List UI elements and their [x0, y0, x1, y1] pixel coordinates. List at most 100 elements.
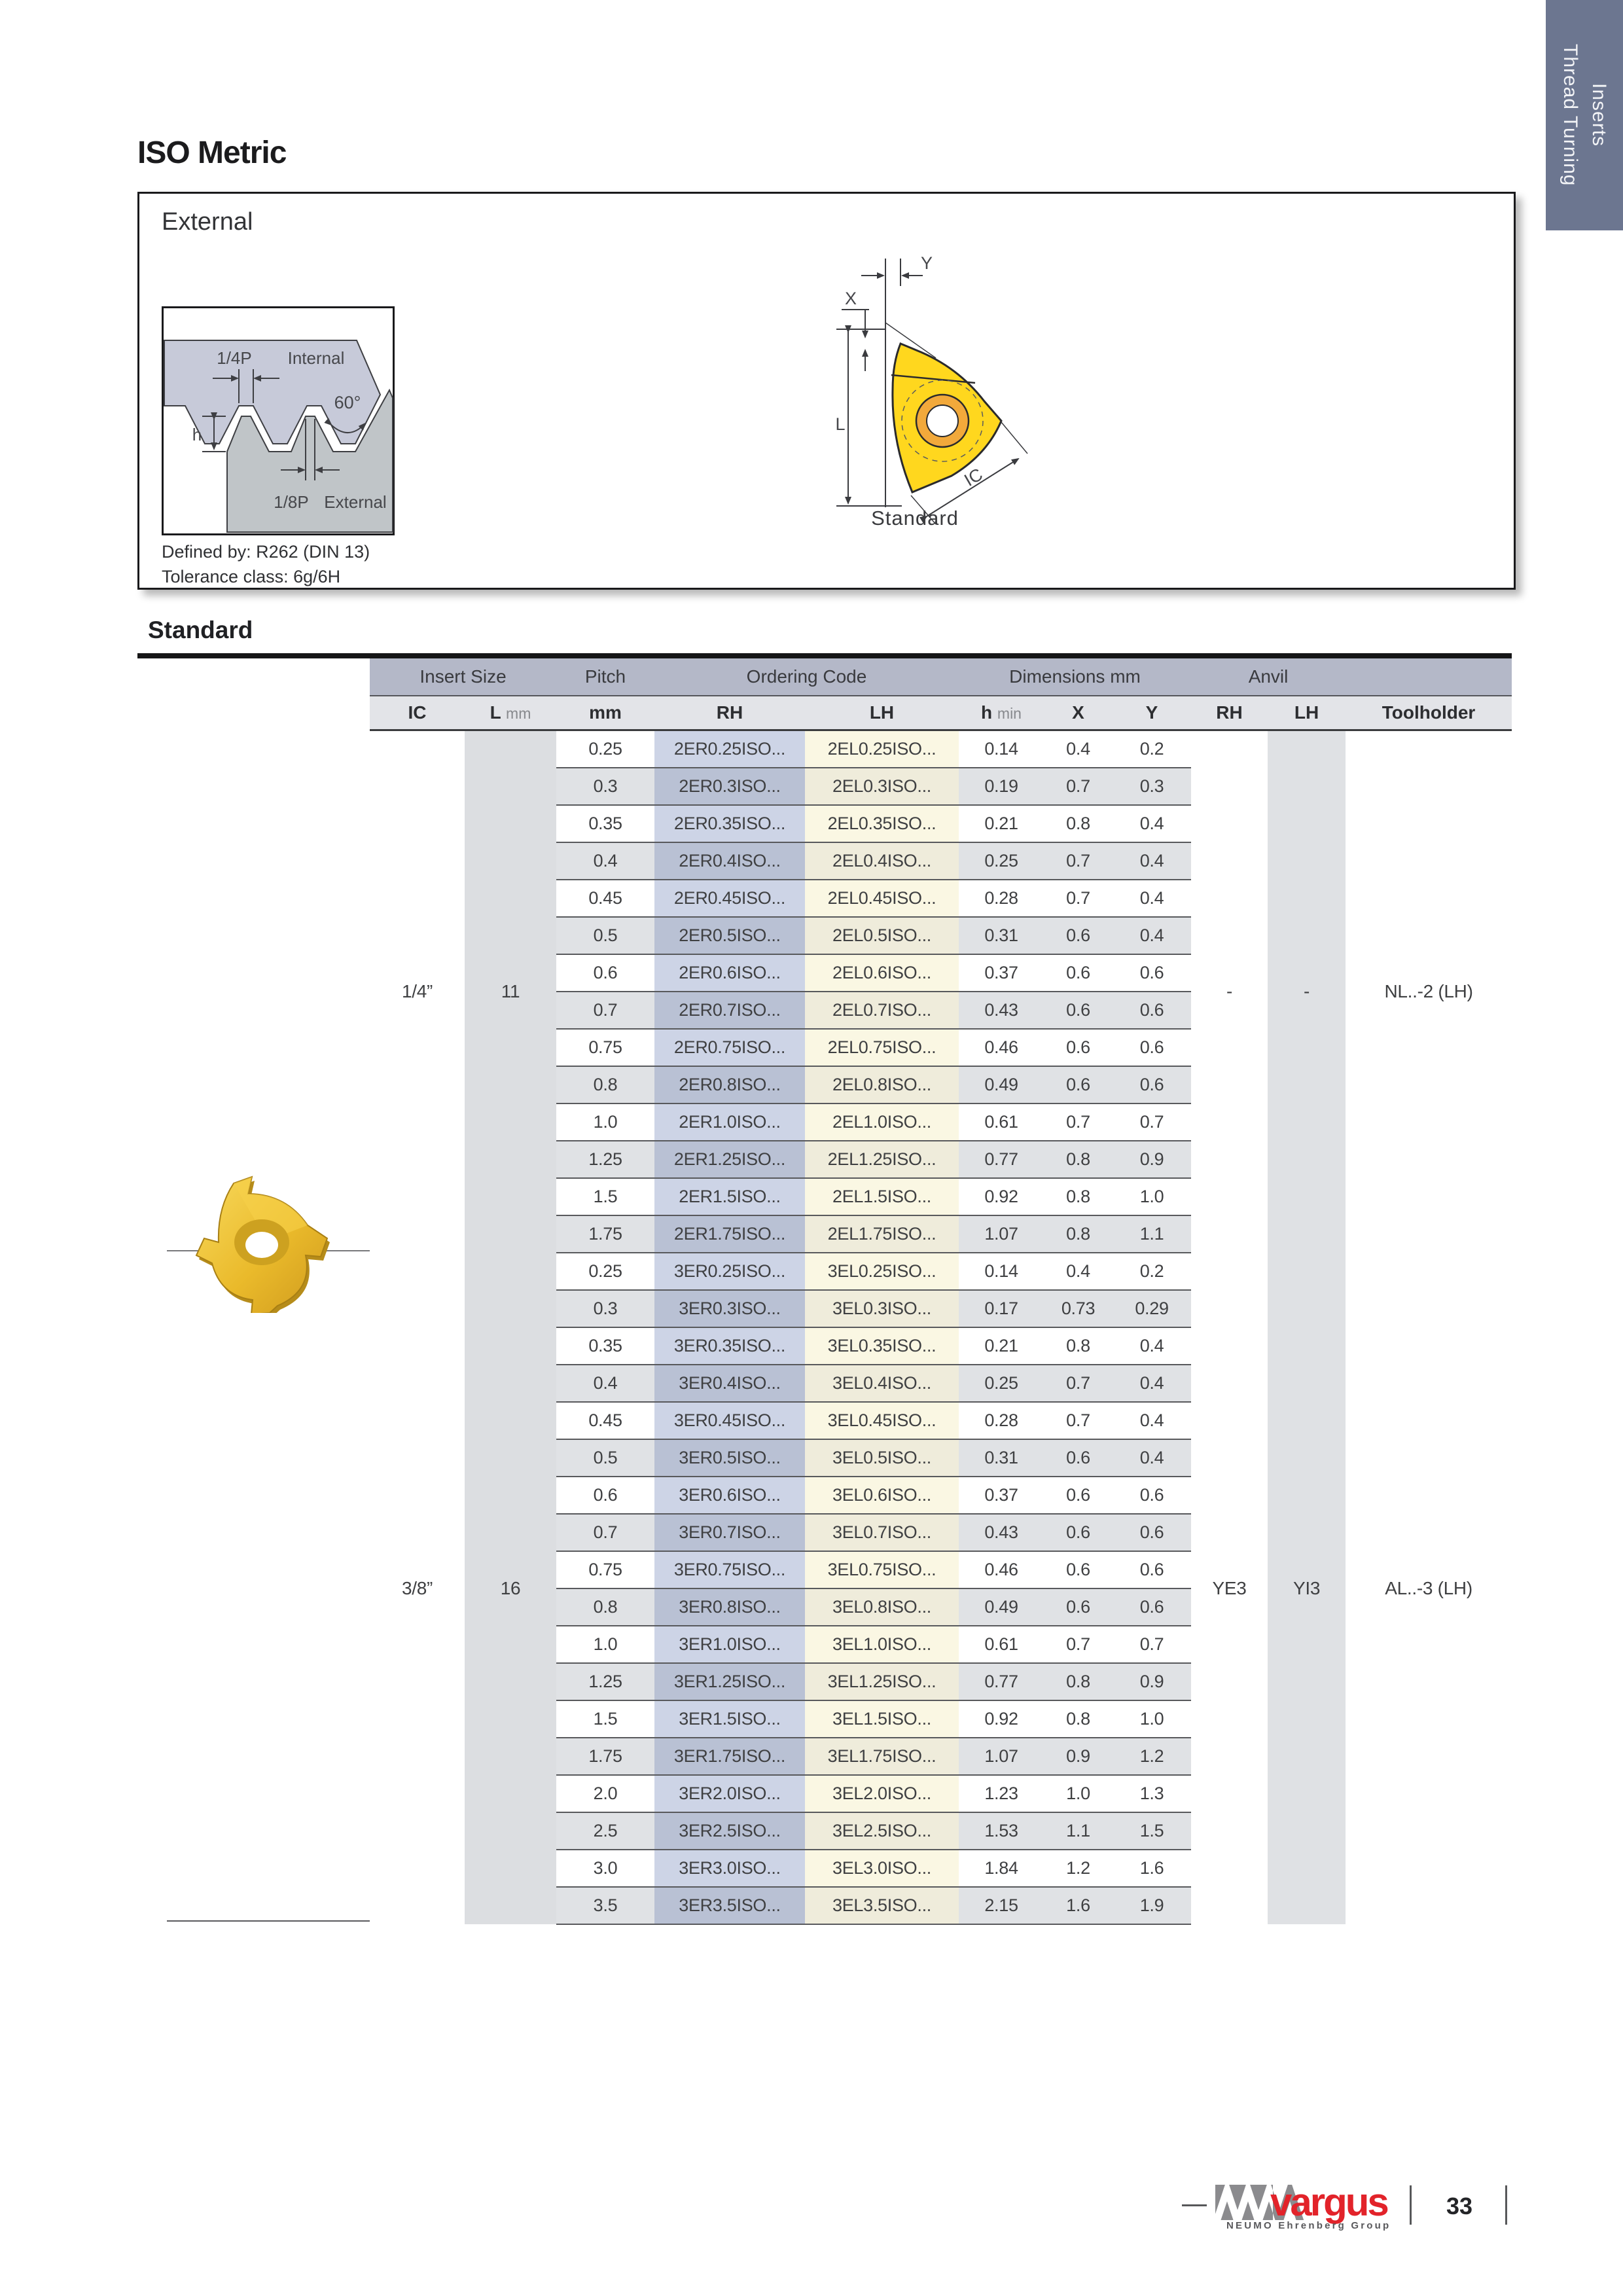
cell-rh: 3ER2.5ISO... [654, 1812, 805, 1850]
cell-rh: 2ER0.3ISO... [654, 767, 805, 806]
cell-y: 1.5 [1113, 1812, 1192, 1850]
cell-lh: 3EL2.5ISO... [805, 1812, 959, 1850]
cell-lh: 2EL1.75ISO... [805, 1215, 959, 1253]
internal-thread-shape [164, 340, 382, 444]
cell-y: 0.4 [1113, 1401, 1192, 1440]
cell-y: 1.6 [1113, 1849, 1192, 1888]
cell-y: 0.4 [1113, 1439, 1192, 1477]
cell-rh: 3ER0.8ISO... [654, 1588, 805, 1626]
cell-x: 0.7 [1044, 1401, 1113, 1440]
cell-lh: 3EL0.25ISO... [805, 1252, 959, 1291]
cell-x: 1.6 [1044, 1886, 1113, 1925]
cell-h: 1.07 [959, 1737, 1044, 1776]
cell-lh: 2EL0.25ISO... [805, 730, 959, 768]
table-row: 0.4 3ER0.4ISO... 3EL0.4ISO... 0.25 0.7 0.4 [370, 1364, 1512, 1403]
cell-rh: 3ER0.4ISO... [654, 1364, 805, 1403]
cell-lh: 3EL0.8ISO... [805, 1588, 959, 1626]
cell-h: 0.28 [959, 879, 1044, 918]
cell-x: 1.1 [1044, 1812, 1113, 1850]
cell-lh: 2EL0.45ISO... [805, 879, 959, 918]
cell-x: 0.8 [1044, 1662, 1113, 1701]
section-rule [137, 653, 1512, 658]
cell-h: 0.49 [959, 1588, 1044, 1626]
cell-h: 0.19 [959, 767, 1044, 806]
anvil-lh-cell: - [1268, 730, 1346, 1253]
table-row: 0.7 3ER0.7ISO... 3EL0.7ISO... 0.43 0.6 0.6 [370, 1513, 1512, 1552]
cell-x: 0.6 [1044, 991, 1113, 1030]
cell-y: 0.4 [1113, 804, 1192, 843]
col-header-x: X [1044, 696, 1113, 731]
anvil-rh-cell: - [1191, 730, 1268, 1253]
cell-y: 1.1 [1113, 1215, 1192, 1253]
eighth-p-label: 1/8P [274, 492, 309, 512]
cell-pitch: 0.7 [556, 991, 654, 1030]
cell-lh: 3EL0.75ISO... [805, 1551, 959, 1589]
table-row: 0.35 2ER0.35ISO... 2EL0.35ISO... 0.21 0.8 0.4 [370, 804, 1512, 843]
page-number: 33 [1446, 2193, 1473, 2219]
external-label: External [324, 492, 386, 512]
cell-x: 0.6 [1044, 1066, 1113, 1104]
footer-divider [1505, 2185, 1507, 2225]
col-header-lh: LH [805, 696, 959, 731]
cell-x: 0.6 [1044, 916, 1113, 955]
cell-lh: 3EL0.5ISO... [805, 1439, 959, 1477]
col-header-h-main: h [981, 702, 993, 723]
cell-pitch: 0.8 [556, 1066, 654, 1104]
group-header-dimensions: Dimensions mm [959, 658, 1192, 696]
cell-lh: 3EL0.3ISO... [805, 1289, 959, 1328]
cell-pitch: 1.75 [556, 1215, 654, 1253]
cell-x: 0.8 [1044, 1327, 1113, 1365]
group-header-pitch: Pitch [556, 658, 654, 696]
cell-rh: 3ER2.0ISO... [654, 1774, 805, 1813]
cell-h: 0.92 [959, 1177, 1044, 1216]
cell-h: 0.25 [959, 842, 1044, 880]
cell-lh: 3EL0.7ISO... [805, 1513, 959, 1552]
cell-x: 0.7 [1044, 879, 1113, 918]
table-row: 2.0 3ER2.0ISO... 3EL2.0ISO... 1.23 1.0 1.3 [370, 1774, 1512, 1813]
cell-y: 0.29 [1113, 1289, 1192, 1328]
cell-h: 1.84 [959, 1849, 1044, 1888]
cell-h: 2.15 [959, 1886, 1044, 1925]
table-row: 2.5 3ER2.5ISO... 3EL2.5ISO... 1.53 1.1 1.5 [370, 1812, 1512, 1850]
table-row: 0.45 3ER0.45ISO... 3EL0.45ISO... 0.28 0.7 0.4 [370, 1401, 1512, 1440]
angle-arc-icon [324, 418, 366, 433]
anvil-rh-cell: YE3 [1191, 1252, 1268, 1924]
col-header-l: L mm [465, 696, 556, 731]
thread-profile-diagram: 1/4P Internal 60° h 1/8P External [162, 306, 395, 535]
cell-lh: 3EL3.5ISO... [805, 1886, 959, 1925]
col-header-hmin: h min [959, 696, 1044, 731]
cell-lh: 2EL0.3ISO... [805, 767, 959, 806]
cell-x: 0.8 [1044, 1700, 1113, 1738]
cell-x: 0.8 [1044, 804, 1113, 843]
col-header-toolholder: Toolholder [1346, 696, 1512, 731]
cell-h: 0.92 [959, 1700, 1044, 1738]
cell-x: 0.7 [1044, 1625, 1113, 1664]
table-row: 0.35 3ER0.35ISO... 3EL0.35ISO... 0.21 0.8 0.4 [370, 1327, 1512, 1365]
cell-pitch: 0.75 [556, 1028, 654, 1067]
cell-h: 0.46 [959, 1028, 1044, 1067]
cell-pitch: 0.4 [556, 1364, 654, 1403]
cell-rh: 3ER0.6ISO... [654, 1476, 805, 1515]
cell-pitch: 0.25 [556, 730, 654, 768]
table-row: 0.6 3ER0.6ISO... 3EL0.6ISO... 0.37 0.6 0.6 [370, 1476, 1512, 1515]
group-header-anvil: Anvil [1191, 658, 1346, 696]
col-header-pitch-mm: mm [556, 696, 654, 731]
cell-lh: 2EL0.7ISO... [805, 991, 959, 1030]
col-header-l-unit: mm [506, 705, 531, 722]
cell-rh: 2ER1.75ISO... [654, 1215, 805, 1253]
cell-y: 0.6 [1113, 1476, 1192, 1515]
cell-pitch: 0.5 [556, 1439, 654, 1477]
col-header-anvil-rh: RH [1191, 696, 1268, 731]
cell-y: 0.4 [1113, 916, 1192, 955]
cell-rh: 2ER0.75ISO... [654, 1028, 805, 1067]
cell-rh: 3ER0.3ISO... [654, 1289, 805, 1328]
page-title: ISO Metric [137, 135, 287, 170]
cell-y: 0.3 [1113, 767, 1192, 806]
cell-rh: 3ER0.7ISO... [654, 1513, 805, 1552]
cell-rh: 2ER0.35ISO... [654, 804, 805, 843]
cell-lh: 3EL1.75ISO... [805, 1737, 959, 1776]
cell-y: 0.4 [1113, 1327, 1192, 1365]
insert-photo [195, 1175, 330, 1313]
cell-y: 0.2 [1113, 730, 1192, 768]
